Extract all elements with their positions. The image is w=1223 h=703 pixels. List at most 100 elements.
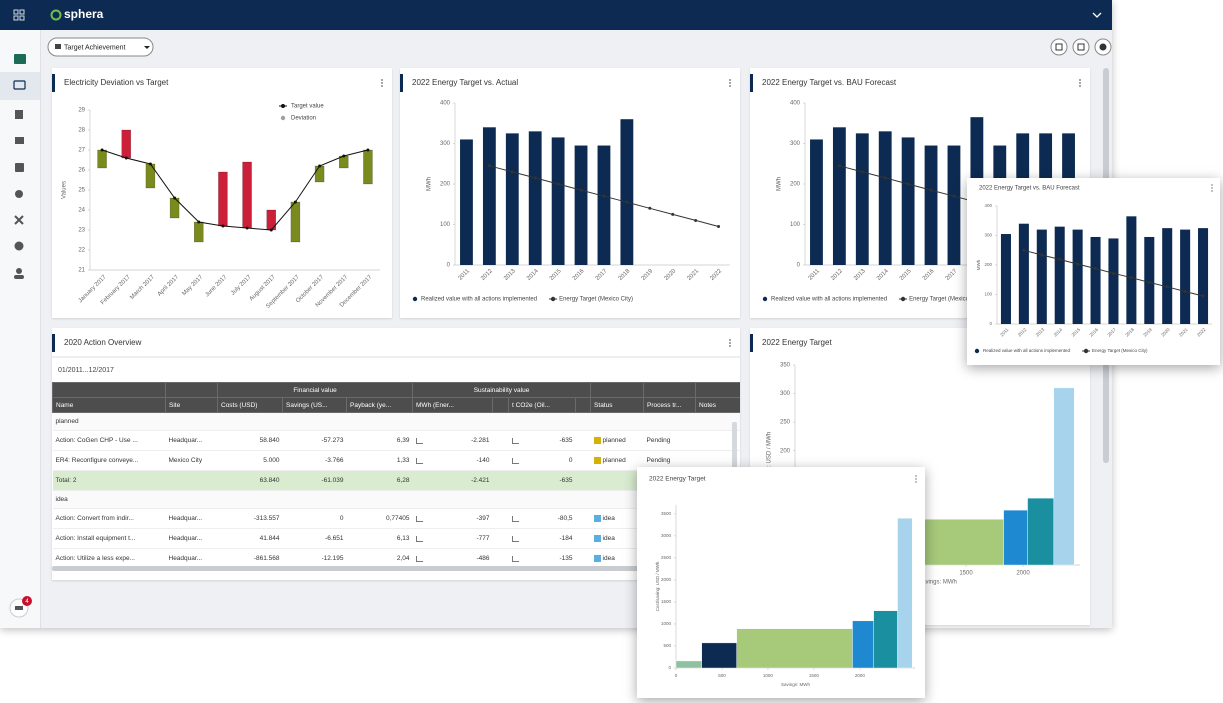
dashboard-selector[interactable] xyxy=(47,37,154,57)
panel-menu[interactable] xyxy=(915,475,917,483)
cell-text: idea xyxy=(602,535,615,543)
legend-label: Realized value with all actions implemen… xyxy=(771,297,887,303)
group-header: Financial value xyxy=(216,382,414,398)
column-header[interactable]: Name xyxy=(52,397,166,413)
legend-label: Target value xyxy=(291,104,324,110)
table-cell: planned xyxy=(590,450,644,471)
status-color xyxy=(593,456,601,464)
x-tick-label: 2021 xyxy=(686,268,700,282)
cell-text: 58.840 xyxy=(259,437,280,444)
chart-title: 2022 Energy Target xyxy=(762,338,832,347)
edit-button[interactable] xyxy=(1050,38,1068,56)
cell-text: -2.421 xyxy=(471,477,490,484)
panel-menu[interactable] xyxy=(729,339,731,347)
popup-chart: 2022 Energy Target 0 500 1000 1500 2000 2500 3… xyxy=(637,467,925,698)
column-header[interactable]: Process tr... xyxy=(643,397,697,413)
panel-menu[interactable] xyxy=(729,79,731,87)
column-header[interactable]: Status xyxy=(590,397,645,413)
y-tick-label: 27 xyxy=(78,148,85,154)
nav-icon[interactable] xyxy=(15,110,23,119)
cell-text: Headquar... xyxy=(168,437,203,444)
column-header[interactable]: Savings (US... xyxy=(282,397,347,413)
table-cell: 63.840 xyxy=(217,470,283,491)
notifications-icon xyxy=(15,606,23,610)
column-header[interactable]: Payback (ye... xyxy=(345,397,414,413)
group-label: planned xyxy=(52,412,740,431)
nav-icon[interactable] xyxy=(15,163,24,172)
cell-text: Headquar... xyxy=(168,555,203,562)
y-tick-label: 200 xyxy=(790,182,801,188)
nav-icon[interactable] xyxy=(13,80,26,90)
bar xyxy=(675,660,702,669)
y-axis-label: Values xyxy=(62,181,68,199)
bar xyxy=(901,137,915,265)
cell-text: Headquar... xyxy=(168,515,203,522)
layout-button[interactable] xyxy=(1072,38,1090,56)
line-point xyxy=(694,218,698,222)
nav-icon[interactable] xyxy=(15,137,24,144)
bar xyxy=(528,131,542,265)
cell-text: -635 xyxy=(559,477,573,484)
x-tick-label: 2019 xyxy=(641,268,655,282)
bar xyxy=(482,127,496,265)
status-color xyxy=(593,534,601,542)
cell-text: -635 xyxy=(559,437,573,444)
table-scrollbar[interactable] xyxy=(52,566,740,571)
line-point xyxy=(1022,248,1026,252)
bar xyxy=(574,145,588,265)
bar xyxy=(1126,216,1137,324)
table-cell xyxy=(575,450,591,471)
nav-icon[interactable] xyxy=(14,241,24,251)
header-cell xyxy=(643,382,697,398)
bar xyxy=(736,628,853,669)
y-tick-label: 200 xyxy=(780,448,791,454)
x-tick-label: 1500 xyxy=(959,571,973,577)
x-tick-label: 2018 xyxy=(1124,327,1135,338)
line-point xyxy=(366,148,370,152)
cell-text: 6,39 xyxy=(396,437,410,444)
line-point xyxy=(717,225,721,229)
chart-icon xyxy=(415,458,423,464)
column-header[interactable]: Costs (USD) xyxy=(217,397,283,413)
chart-icon xyxy=(511,438,519,444)
cell-text: 6,13 xyxy=(396,535,410,542)
apps-icon[interactable] xyxy=(13,9,25,21)
chart: 2022 Energy Target vs. Actual 0 100 200 300… xyxy=(400,74,731,303)
x-tick-label: 2016 xyxy=(1088,327,1099,338)
column-header[interactable]: Notes xyxy=(695,397,740,413)
y-tick-label: 2500 xyxy=(661,555,672,560)
expand-chevron[interactable] xyxy=(1092,12,1102,18)
nav-icon[interactable] xyxy=(15,190,23,198)
nav-icon[interactable] xyxy=(16,268,22,274)
legend-label: Energy Target (Mexico City) xyxy=(909,297,983,303)
table-row: ER4: Reconfigure conveye... Mexico City 5.… xyxy=(52,450,740,471)
line-point xyxy=(197,220,201,224)
bar xyxy=(1054,226,1065,324)
column-header[interactable]: MWh (Ener... xyxy=(412,397,494,413)
table-cell: Pending xyxy=(643,430,696,451)
bar xyxy=(810,139,823,265)
legend-marker xyxy=(900,296,906,302)
x-tick-label: 2012 xyxy=(830,268,844,282)
legend-marker xyxy=(280,115,286,121)
line-point xyxy=(342,154,346,158)
nav-icon[interactable] xyxy=(14,215,24,225)
y-tick-label: 24 xyxy=(78,208,85,214)
header-cell xyxy=(492,397,510,413)
cell-text: 0 xyxy=(568,457,573,464)
line-point xyxy=(602,194,606,198)
table-cell: Headquar... xyxy=(165,430,218,451)
column-header[interactable]: t CO2e (Oil... xyxy=(508,397,577,413)
table-cell: planned xyxy=(590,430,644,451)
panel-menu[interactable] xyxy=(1211,184,1213,192)
column-header[interactable]: Site xyxy=(165,397,218,413)
nav-icon[interactable] xyxy=(14,54,26,64)
bar xyxy=(1027,497,1054,566)
line-point xyxy=(906,182,910,186)
panel-menu[interactable] xyxy=(1079,79,1081,87)
bar xyxy=(832,127,846,265)
panel-menu[interactable] xyxy=(381,79,383,87)
table-cell xyxy=(492,470,509,491)
chart-title: 2022 Energy Target xyxy=(649,476,706,483)
